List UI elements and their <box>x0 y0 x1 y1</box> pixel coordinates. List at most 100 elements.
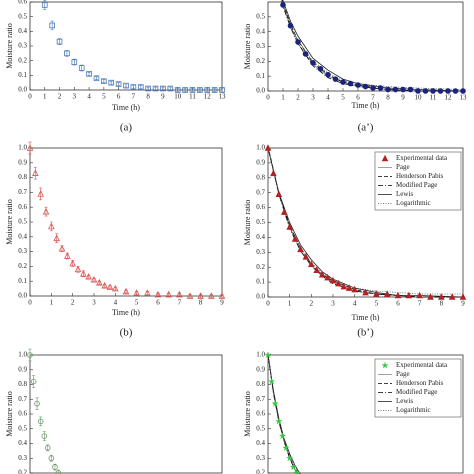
x-tick-label: 9 <box>461 300 465 308</box>
data-point <box>219 87 225 93</box>
legend-box <box>374 151 462 211</box>
data-point <box>96 278 103 286</box>
data-point <box>106 283 114 290</box>
data-point <box>427 293 434 300</box>
x-tick-label: 2 <box>310 300 314 308</box>
x-axis-label: Time (h) <box>352 101 380 110</box>
error-bar <box>213 88 217 92</box>
x-tick-label: 8 <box>386 94 390 102</box>
data-point <box>405 291 413 299</box>
data-point <box>280 208 288 215</box>
y-tick-label: 0.2 <box>18 469 27 474</box>
y-tick-label: 0.3 <box>256 248 265 256</box>
data-point <box>49 22 55 29</box>
data-point <box>32 169 39 176</box>
x-tick-label: 8 <box>440 300 444 308</box>
error-bar <box>49 455 53 462</box>
data-point <box>392 86 399 93</box>
data-point <box>407 86 414 93</box>
y-axis-label: Moisture ratio <box>243 200 252 246</box>
data-point <box>64 252 71 259</box>
error-bar <box>53 463 57 471</box>
x-tick-label: 1 <box>288 300 292 308</box>
data-point <box>381 361 389 369</box>
model-line <box>267 354 301 474</box>
data-point <box>137 84 144 90</box>
x-tick-label: 11 <box>189 93 196 101</box>
y-tick-label: 1.0 <box>18 144 27 152</box>
legend-box <box>374 358 462 418</box>
legend-label: Logarithmic <box>396 406 431 414</box>
x-tick-label: 0 <box>266 94 270 102</box>
legend-label: Lewis <box>396 190 413 198</box>
y-tick-label: 0.5 <box>18 12 27 20</box>
data-point <box>90 275 98 283</box>
y-tick-label: 0.4 <box>256 27 265 35</box>
error-bar <box>117 82 121 86</box>
legend-label: Logarithmic <box>396 199 431 207</box>
data-point <box>345 284 353 291</box>
x-tick-label: 1 <box>50 299 54 307</box>
y-tick-label: 0.3 <box>256 42 265 50</box>
data-point <box>152 85 159 92</box>
data-point <box>74 265 82 273</box>
y-tick-label: 1.0 <box>256 351 265 359</box>
data-point <box>48 222 55 230</box>
error-bar <box>28 141 32 155</box>
data-point <box>351 285 358 293</box>
data-point <box>165 290 172 298</box>
y-tick-label: 0.3 <box>256 454 265 462</box>
y-tick-label: 0.4 <box>256 233 265 241</box>
plot-frame <box>29 147 223 297</box>
data-point <box>289 463 298 471</box>
data-point <box>370 85 376 91</box>
x-tick-label: 12 <box>445 94 453 102</box>
data-point <box>377 85 384 91</box>
y-tick-label: 0.0 <box>18 292 27 300</box>
data-point <box>167 85 174 92</box>
y-tick-label: 0.0 <box>256 293 265 301</box>
y-tick-label: 0.2 <box>256 469 265 474</box>
data-point <box>144 289 151 296</box>
data-point <box>80 270 87 277</box>
data-point <box>267 377 276 385</box>
y-tick-label: 0.8 <box>256 173 265 181</box>
data-point <box>176 290 183 298</box>
data-point <box>459 293 467 300</box>
data-point <box>325 71 331 78</box>
error-bar <box>35 397 39 410</box>
data-point <box>71 59 78 65</box>
x-tick-label: 13 <box>460 94 468 102</box>
data-point <box>41 2 48 8</box>
x-tick-label: 1 <box>281 94 285 102</box>
y-axis-label: Moisture ratio <box>243 24 252 70</box>
data-point <box>130 84 137 90</box>
x-axis-label: Time (h) <box>112 103 140 112</box>
y-tick-label: 0.8 <box>18 380 27 388</box>
data-point <box>56 38 63 45</box>
error-bar <box>33 166 37 180</box>
error-bar <box>146 86 150 91</box>
data-point <box>448 293 456 300</box>
x-tick-label: 8 <box>146 93 150 101</box>
data-point <box>218 292 226 299</box>
data-point <box>37 418 44 425</box>
data-point <box>308 260 315 268</box>
data-point <box>27 352 33 358</box>
x-tick-label: 0 <box>28 93 32 101</box>
data-point <box>332 76 339 82</box>
x-tick-label: 4 <box>326 94 330 102</box>
data-point <box>208 292 215 299</box>
data-point <box>211 87 218 93</box>
y-tick-label: 0.4 <box>18 27 27 35</box>
legend-label: Modified Page <box>396 388 437 396</box>
data-point <box>385 86 391 93</box>
model-line <box>282 0 464 92</box>
data-point <box>373 290 380 297</box>
x-tick-label: 9 <box>401 94 405 102</box>
y-tick-label: 0.1 <box>256 72 265 80</box>
data-point <box>415 88 421 94</box>
data-point <box>108 79 115 86</box>
y-tick-label: 0.6 <box>18 203 27 211</box>
data-point <box>58 244 66 252</box>
